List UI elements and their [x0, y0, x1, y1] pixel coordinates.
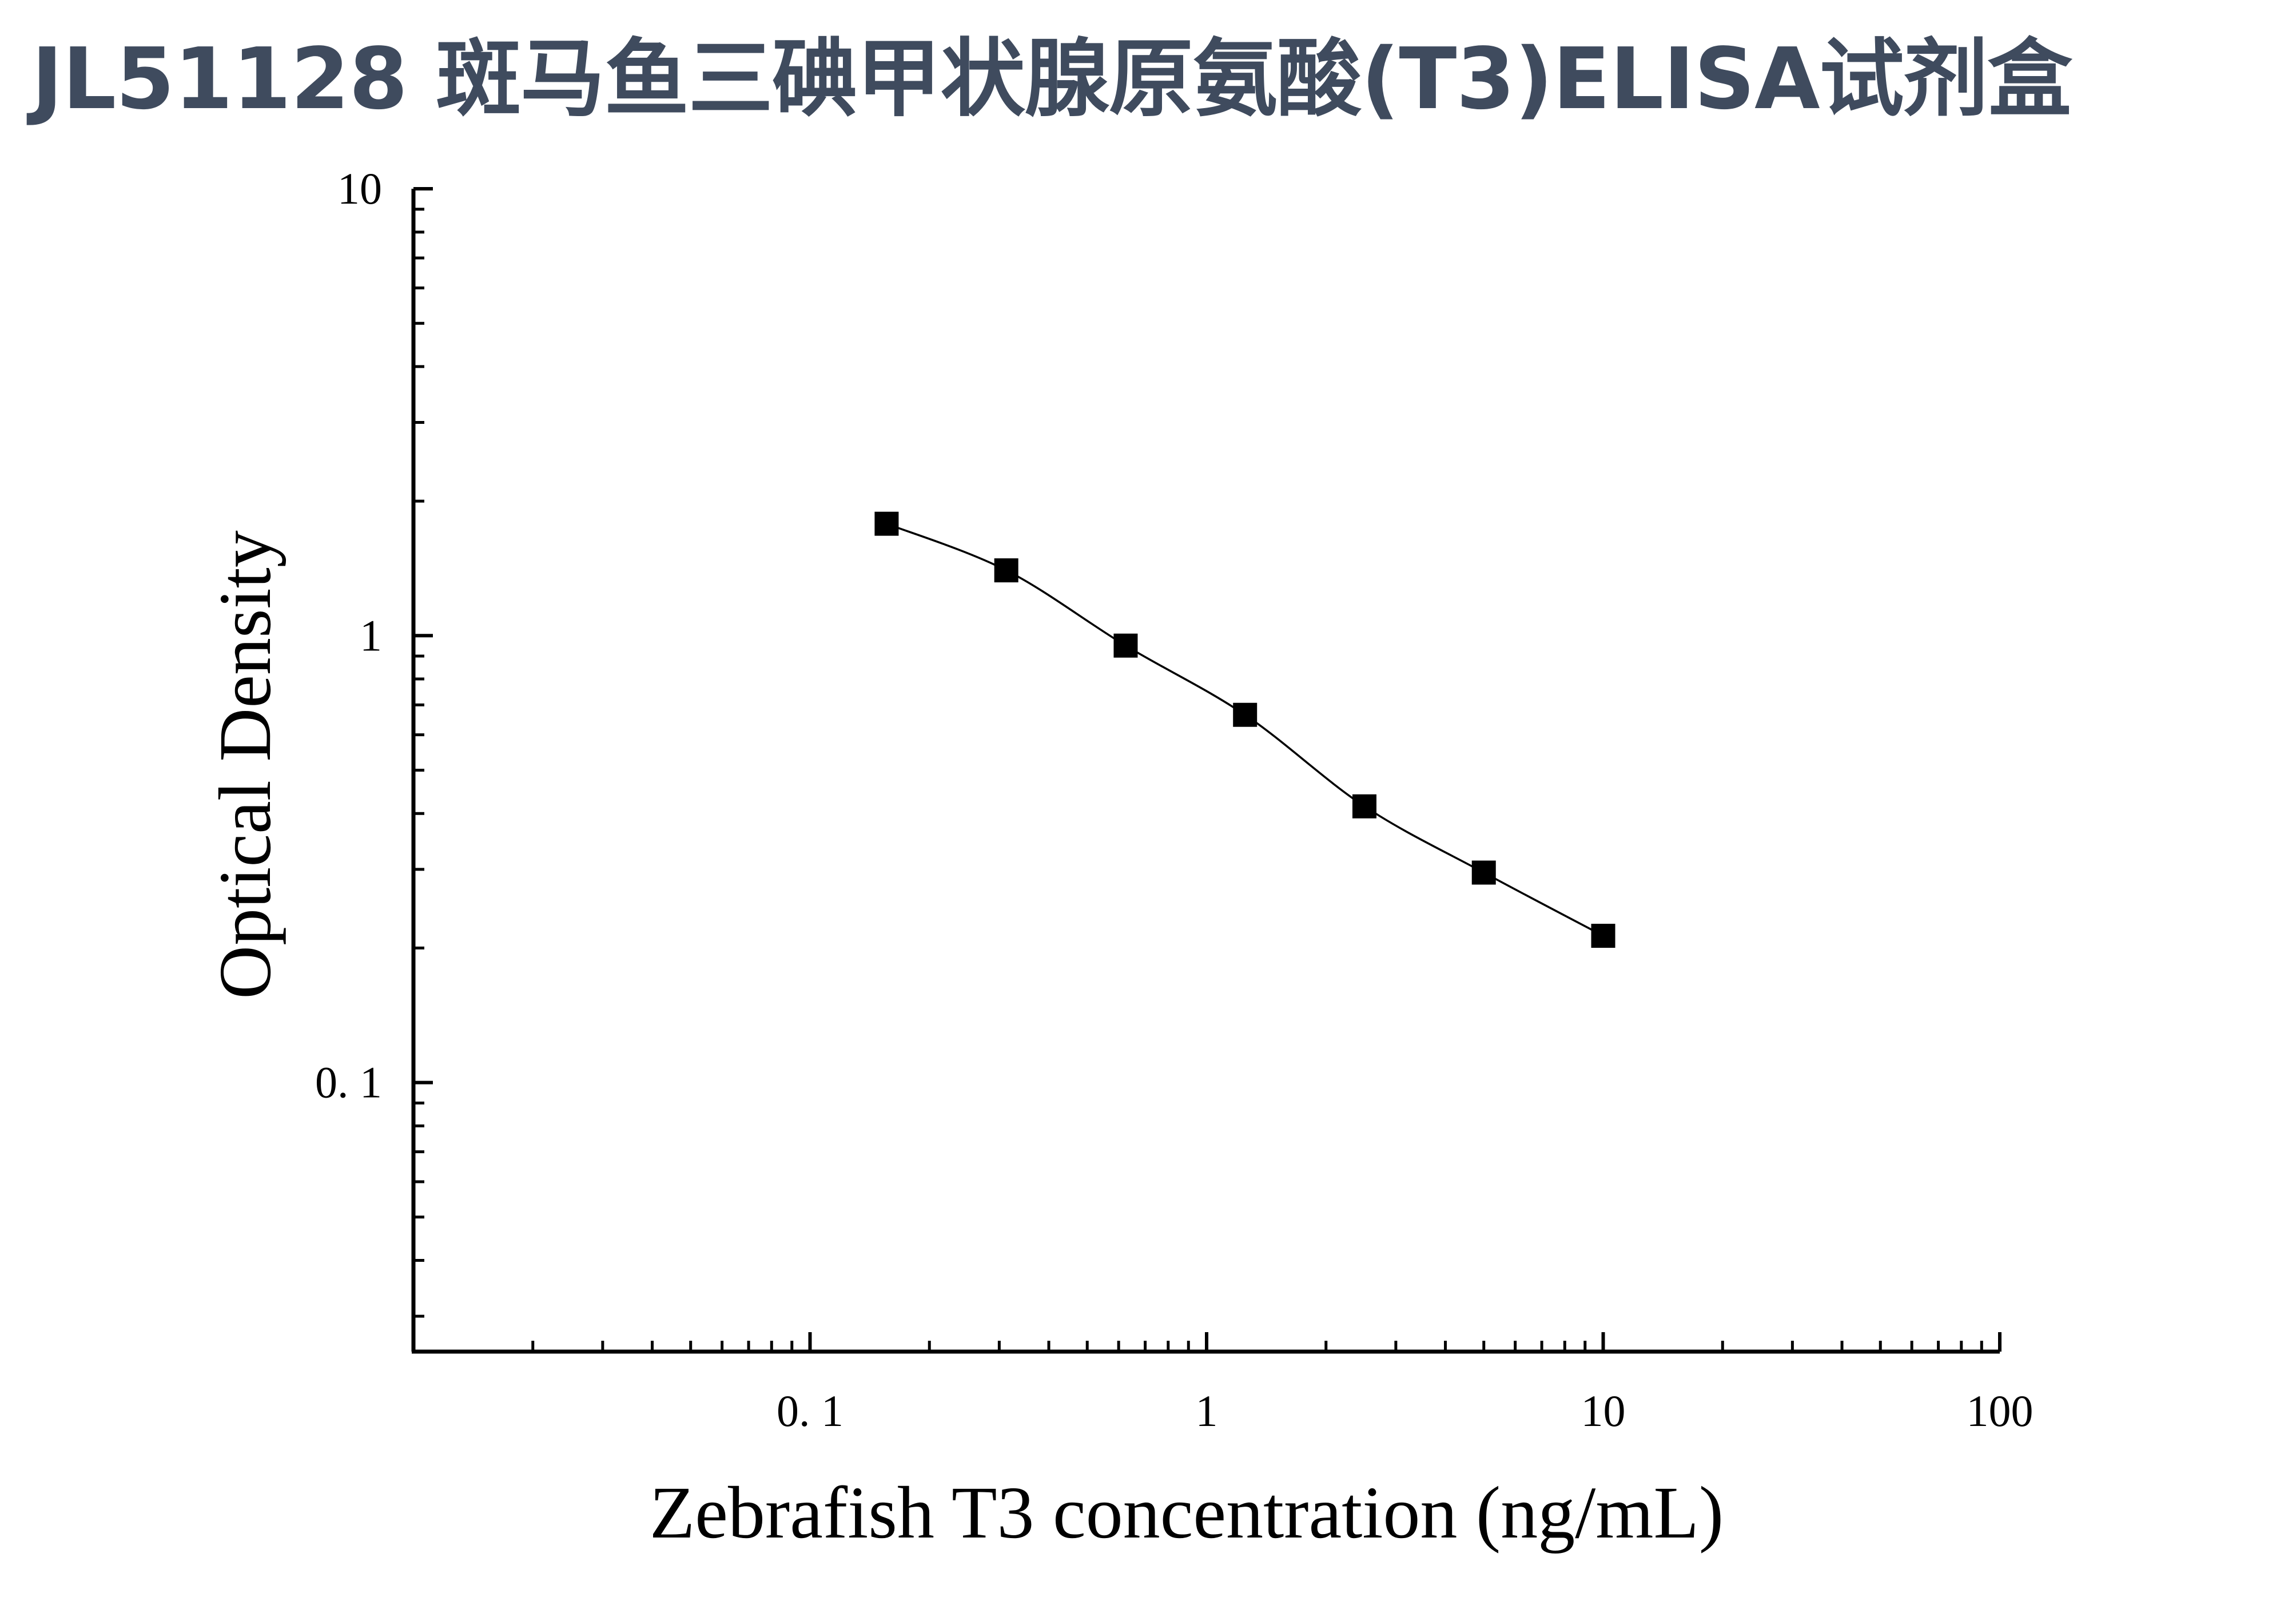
data-point: [994, 558, 1018, 583]
y-tick-label: 10: [337, 164, 382, 213]
axes: [411, 189, 2000, 1354]
tick-labels: 0. 1 1 10 100 0. 1 1 10: [315, 164, 2034, 1436]
data-point: [1113, 633, 1138, 658]
y-tick-label: 1: [360, 610, 382, 660]
data-point: [874, 511, 899, 536]
x-tick-label: 1: [1196, 1386, 1218, 1436]
axis-ticks: [412, 187, 2001, 1352]
x-axis-title: Zebrafish T3 concentration (ng/mL): [650, 1472, 1724, 1554]
x-tick-label: 0. 1: [777, 1386, 843, 1436]
data-point: [1471, 860, 1496, 885]
data-point: [1591, 924, 1615, 948]
data-point: [1352, 794, 1376, 819]
x-tick-label: 10: [1581, 1386, 1626, 1436]
page-title: JL51128 斑马鱼三碘甲状腺原氨酸(T3)ELISA试剂盒: [31, 30, 2072, 128]
x-tick-label: 100: [1967, 1386, 2034, 1436]
data-point: [1233, 702, 1258, 727]
y-tick-label: 0. 1: [315, 1058, 382, 1107]
data-points: [874, 511, 1615, 948]
y-axis-title: Optical Density: [204, 530, 286, 999]
